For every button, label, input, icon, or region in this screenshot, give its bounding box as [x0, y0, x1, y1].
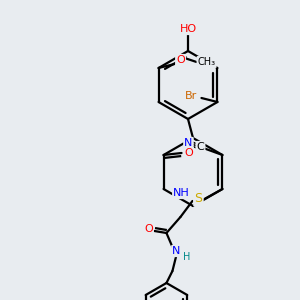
Text: O: O — [176, 55, 185, 65]
Text: N: N — [184, 138, 193, 148]
Text: CH₃: CH₃ — [197, 57, 216, 67]
Text: C: C — [196, 142, 204, 152]
Text: NH: NH — [173, 188, 190, 198]
Text: O: O — [144, 224, 153, 234]
Text: S: S — [194, 193, 202, 206]
Text: N: N — [172, 246, 181, 256]
Text: HO: HO — [179, 24, 197, 34]
Text: O: O — [184, 148, 193, 158]
Text: Br: Br — [185, 91, 198, 101]
Text: H: H — [183, 252, 190, 262]
